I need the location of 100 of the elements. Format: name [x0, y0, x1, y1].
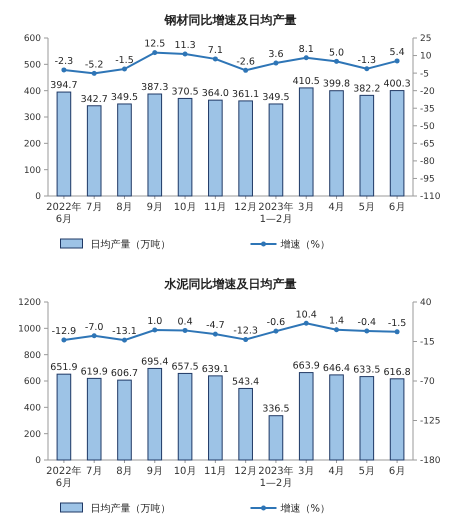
data-label: 1.4 — [328, 316, 344, 327]
data-label: -1.3 — [358, 54, 376, 66]
y-tick-label: 100 — [24, 166, 42, 176]
y2-tick-label: 25 — [420, 34, 432, 44]
chart-title: 水泥同比增速及日均产量 — [164, 277, 296, 291]
data-label: 646.4 — [322, 362, 350, 374]
bar — [268, 415, 284, 460]
y-tick-label: 800 — [24, 350, 42, 361]
x-tick-label: 5月 — [358, 202, 375, 213]
x-tick-label: 2023年 1—2月 — [258, 201, 294, 225]
bar — [178, 372, 192, 460]
data-label: 619.9 — [80, 366, 108, 378]
point — [61, 67, 66, 72]
bar — [359, 376, 374, 460]
bar — [390, 378, 404, 460]
x-tick-label: 2022年 6月 — [46, 201, 82, 225]
data-label: -2.3 — [54, 56, 74, 67]
data-label: 400.3 — [383, 78, 411, 90]
y-tick-label: 200 — [24, 139, 42, 150]
data-label: -13.1 — [112, 326, 137, 338]
y2-tick-label: -95 — [420, 174, 435, 185]
data-label: 399.8 — [322, 78, 350, 90]
data-label: 695.4 — [141, 356, 168, 368]
point — [61, 337, 66, 342]
bar — [208, 375, 223, 460]
y2-tick-label: -20 — [420, 86, 435, 97]
point — [243, 337, 248, 342]
y2-tick-label: 10 — [420, 52, 432, 62]
data-label: -7.0 — [84, 322, 104, 333]
bar — [298, 372, 314, 460]
x-tick-label: 4月 — [328, 202, 345, 213]
chart-title: 钢材同比增速及日均产量 — [164, 13, 296, 27]
point — [364, 66, 370, 72]
y2-tick-label: -35 — [420, 104, 435, 114]
data-label: -2.6 — [236, 56, 255, 68]
y2-tick-label: -80 — [420, 157, 435, 168]
point — [122, 338, 127, 343]
bar — [329, 374, 344, 460]
point — [334, 58, 340, 64]
bar — [117, 103, 132, 196]
data-label: -4.7 — [206, 320, 225, 332]
y-tick-label: 1200 — [18, 298, 42, 308]
x-tick-label: 7月 — [86, 466, 102, 477]
data-label: -1.5 — [388, 318, 406, 329]
bar — [329, 90, 344, 196]
data-label: 394.7 — [50, 80, 78, 92]
y2-tick-label: 40 — [420, 298, 432, 308]
bar — [238, 100, 253, 196]
data-label: 336.5 — [262, 404, 290, 415]
data-label: -0.4 — [358, 317, 376, 328]
data-label: 361.1 — [232, 88, 260, 100]
y-tick-label: 300 — [24, 113, 42, 124]
point — [304, 320, 309, 326]
bar — [86, 105, 102, 196]
y2-tick-label: -65 — [420, 139, 435, 150]
point — [273, 60, 278, 66]
bar — [208, 100, 223, 196]
x-tick-label: 8月 — [116, 466, 133, 477]
point — [212, 332, 218, 337]
bar — [298, 87, 314, 196]
data-label: 606.7 — [110, 368, 138, 380]
legend-label: 增速（%） — [280, 502, 330, 514]
data-label: 0.4 — [178, 316, 193, 328]
y2-tick-label: -5 — [420, 69, 429, 80]
data-label: 5.0 — [328, 47, 344, 58]
y-tick-label: 0 — [35, 456, 42, 466]
data-label: 633.5 — [353, 364, 380, 376]
data-label: 11.3 — [174, 40, 196, 52]
x-tick-label: 2022年 6月 — [46, 465, 82, 489]
data-label: 342.7 — [80, 94, 108, 105]
x-tick-label: 11月 — [204, 466, 227, 477]
point — [394, 329, 400, 334]
point — [182, 328, 188, 333]
data-label: -5.2 — [84, 59, 104, 70]
y-tick-label: 0 — [35, 192, 42, 202]
y-tick-label: 200 — [24, 430, 42, 440]
point — [152, 50, 158, 56]
data-label: 3.6 — [268, 49, 284, 60]
data-label: -0.6 — [266, 317, 286, 328]
data-label: 364.0 — [202, 88, 229, 100]
x-tick-label: 5月 — [358, 466, 375, 477]
point — [304, 55, 309, 60]
y-tick-label: 600 — [24, 34, 42, 44]
data-label: 382.2 — [353, 83, 380, 94]
point — [273, 328, 278, 334]
point — [394, 58, 400, 64]
point — [92, 70, 97, 76]
x-tick-label: 12月 — [234, 466, 258, 477]
bar — [268, 103, 284, 196]
bar — [238, 388, 253, 460]
y2-tick-label: -180 — [420, 456, 441, 466]
y2-tick-label: -125 — [420, 416, 440, 427]
data-label: 543.4 — [232, 376, 260, 388]
y-tick-label: 500 — [24, 60, 42, 70]
x-tick-label: 3月 — [298, 202, 314, 213]
legend-label: 增速（%） — [280, 238, 330, 250]
x-tick-label: 2023年 1—2月 — [258, 465, 294, 489]
data-label: 616.8 — [383, 366, 411, 378]
x-tick-label: 9月 — [146, 202, 163, 213]
point — [364, 328, 370, 334]
